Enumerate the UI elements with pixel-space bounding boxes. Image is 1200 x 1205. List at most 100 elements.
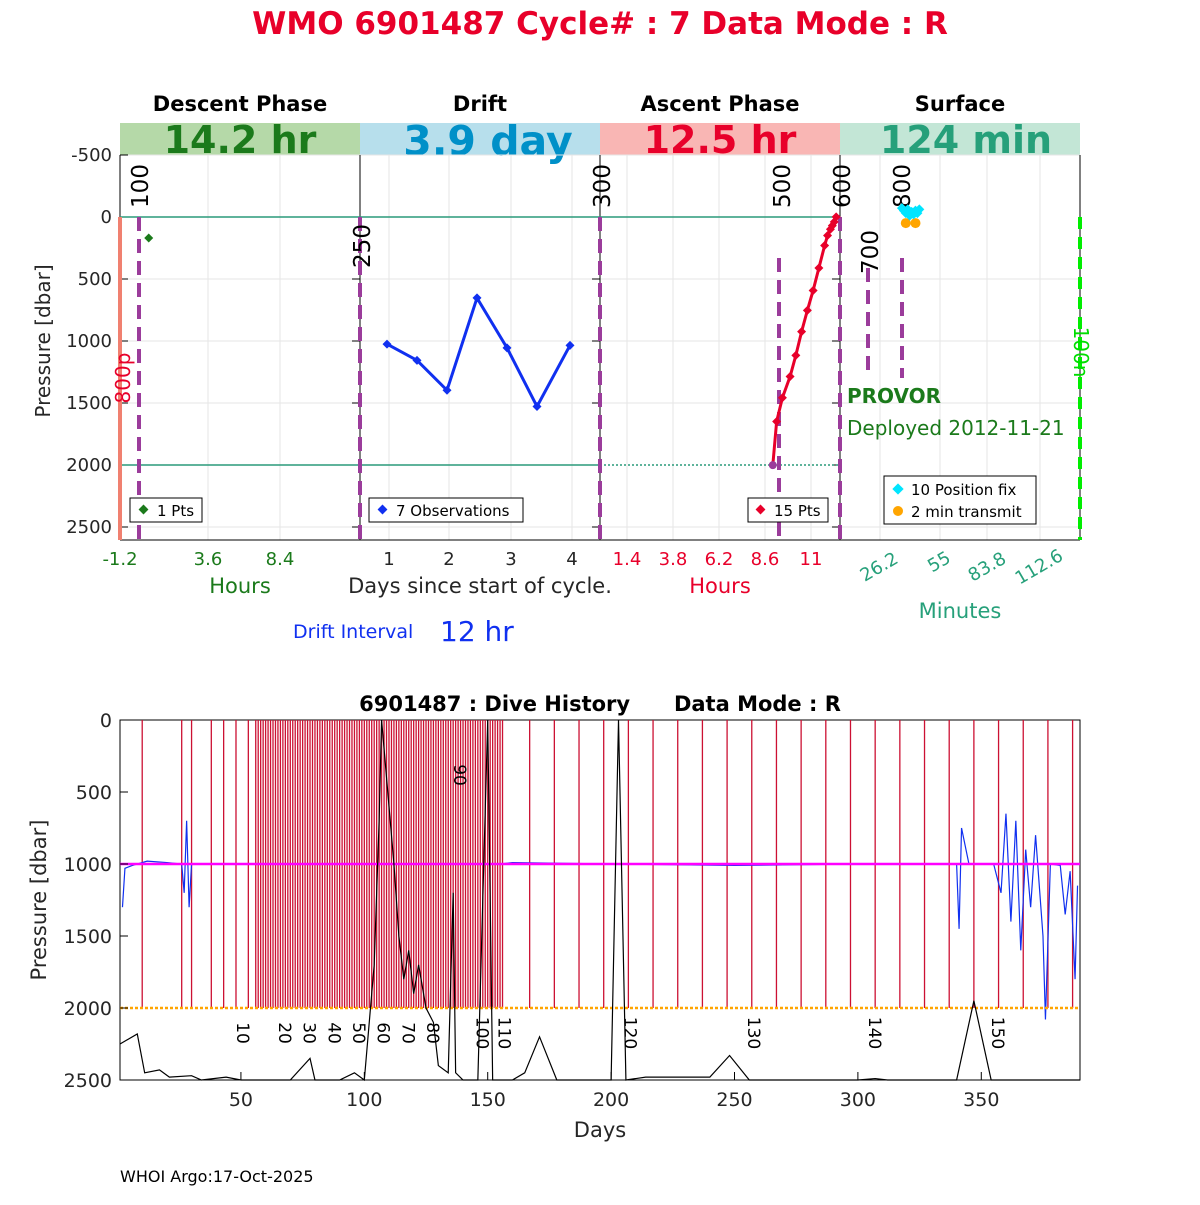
ascent-point xyxy=(814,263,824,273)
park-depth-label: 800p xyxy=(111,353,135,404)
ascent-xtick: 11 xyxy=(800,549,823,570)
history-xtick-label: 150 xyxy=(470,1089,506,1111)
cycle-number-label: 150 xyxy=(987,1017,1007,1049)
history-xtick-label: 350 xyxy=(963,1089,999,1111)
marker-label-250: 250 xyxy=(350,224,376,268)
top-ytick-label: 0 xyxy=(101,207,112,228)
park-depth-bar xyxy=(118,217,122,540)
drift-point xyxy=(565,340,575,350)
descent-xaxis-label: Hours xyxy=(209,574,271,598)
cycle-number-label: 90 xyxy=(449,764,469,786)
ascent-point xyxy=(791,350,801,360)
drift-interval-label: Drift Interval xyxy=(293,621,413,643)
cycle-number-label: 140 xyxy=(864,1017,884,1049)
top-ytick-label: 2000 xyxy=(66,455,112,476)
ascent-point xyxy=(797,327,807,337)
dive-history-ticks: 50 100 150 200 250 300 350 0 500 1000 1500 2000 2500 xyxy=(64,710,1000,1111)
top-ytick-label: 1000 xyxy=(66,331,112,352)
ascent-point xyxy=(772,416,782,426)
drift-xtick: 1 xyxy=(383,549,394,570)
dive-history-plot-area xyxy=(119,719,1081,1081)
surface-series xyxy=(896,203,925,229)
drift-series xyxy=(382,293,575,411)
surface-phase-title: Surface xyxy=(915,92,1005,116)
drift-line xyxy=(386,294,572,410)
top-ytick-label: 2500 xyxy=(66,517,112,538)
float-type-label: PROVOR xyxy=(847,384,941,408)
ascent-legend-marker xyxy=(755,504,766,515)
ascent-point xyxy=(785,372,795,382)
cycle-number-label: 100 xyxy=(471,1017,491,1049)
cycle-number-label: 70 xyxy=(397,1022,417,1044)
history-ytick-label: 500 xyxy=(76,782,112,804)
main-title: WMO 6901487 Cycle# : 7 Data Mode : R xyxy=(252,6,948,42)
top-yaxis-label: Pressure [dbar] xyxy=(31,264,55,417)
marker-label-100: 100 xyxy=(128,164,154,208)
history-ytick-label: 2500 xyxy=(64,1070,112,1092)
history-xtick-label: 300 xyxy=(840,1089,876,1111)
drift-point xyxy=(532,401,542,411)
marker-label-700: 700 xyxy=(858,230,884,274)
bathymetry-line xyxy=(119,719,1080,1082)
descent-xtick: 8.4 xyxy=(266,549,295,570)
descent-point xyxy=(144,233,154,243)
top-ytick-label: 500 xyxy=(78,269,112,290)
surface-xtick: 112.6 xyxy=(1012,545,1067,589)
ascent-point xyxy=(802,305,812,315)
deployment-date-label: Deployed 2012-11-21 xyxy=(847,416,1065,440)
cycle-number-label: 30 xyxy=(299,1022,319,1044)
surface-legend: 10 Position fix 2 min transmit xyxy=(883,475,1037,525)
marker-label-100n: 100n xyxy=(1069,327,1093,378)
ascent-xtick: 1.4 xyxy=(613,549,642,570)
surface-xtick: 26.2 xyxy=(857,548,902,586)
dive-history-cycle-labels: 10 20 30 40 50 60 70 80 90 100 110 120 130 140 150 xyxy=(232,764,1007,1049)
history-ytick-label: 0 xyxy=(100,710,112,732)
ascent-point xyxy=(831,212,841,222)
ascent-point xyxy=(820,241,830,251)
ascent-xaxis-label: Hours xyxy=(689,574,751,598)
top-ytick-label: 1500 xyxy=(66,393,112,414)
surface-duration-banner xyxy=(840,123,1080,155)
cycle-number-label: 80 xyxy=(422,1022,442,1044)
surface-xaxis-label: Minutes xyxy=(919,599,1002,623)
history-xtick-label: 200 xyxy=(593,1089,629,1111)
descent-duration-banner xyxy=(120,123,360,155)
dive-history-series xyxy=(119,719,1080,1082)
ascent-duration-banner xyxy=(600,123,840,155)
descent-legend: 1 Pts xyxy=(129,497,203,523)
drift-duration-banner xyxy=(360,123,600,155)
position-fix-legend-label: 10 Position fix xyxy=(911,481,1016,499)
surface-xtick: 55 xyxy=(924,547,954,577)
dive-history-yaxis-label: Pressure [dbar] xyxy=(27,820,51,981)
history-xtick-label: 250 xyxy=(716,1089,752,1111)
descent-legend-marker xyxy=(138,504,149,515)
ascent-series xyxy=(768,212,841,470)
drift-xtick: 2 xyxy=(443,549,454,570)
cycle-number-label: 10 xyxy=(232,1022,252,1044)
cycle-number-label: 120 xyxy=(620,1017,640,1049)
marker-label-300: 300 xyxy=(590,164,616,208)
drift-legend: 7 Observations xyxy=(368,497,524,523)
position-fix-legend-marker xyxy=(892,483,904,495)
transmit-point xyxy=(900,218,911,229)
surface-xtick: 83.8 xyxy=(965,548,1010,586)
cycle-number-label: 110 xyxy=(494,1017,514,1049)
footer-credit: WHOI Argo:17-Oct-2025 xyxy=(120,1167,314,1186)
drift-phase-title: Drift xyxy=(453,92,507,116)
ascent-phase-title: Ascent Phase xyxy=(641,92,800,116)
transmit-legend-label: 2 min transmit xyxy=(911,503,1022,521)
marker-label-600: 600 xyxy=(830,164,856,208)
descent-legend-label: 1 Pts xyxy=(157,502,194,520)
ascent-xtick: 6.2 xyxy=(705,549,734,570)
drift-interval-value: 12 hr xyxy=(440,615,514,648)
marker-label-800: 800 xyxy=(890,164,916,208)
position-fix-point xyxy=(914,204,925,215)
drift-point xyxy=(412,355,422,365)
dive-history-xaxis-label: Days xyxy=(574,1118,626,1142)
drift-point xyxy=(472,293,482,303)
drift-xtick: 3 xyxy=(505,549,516,570)
history-ytick-label: 1000 xyxy=(64,854,112,876)
ascent-point xyxy=(777,393,787,403)
top-ytick-label: -500 xyxy=(71,145,112,166)
